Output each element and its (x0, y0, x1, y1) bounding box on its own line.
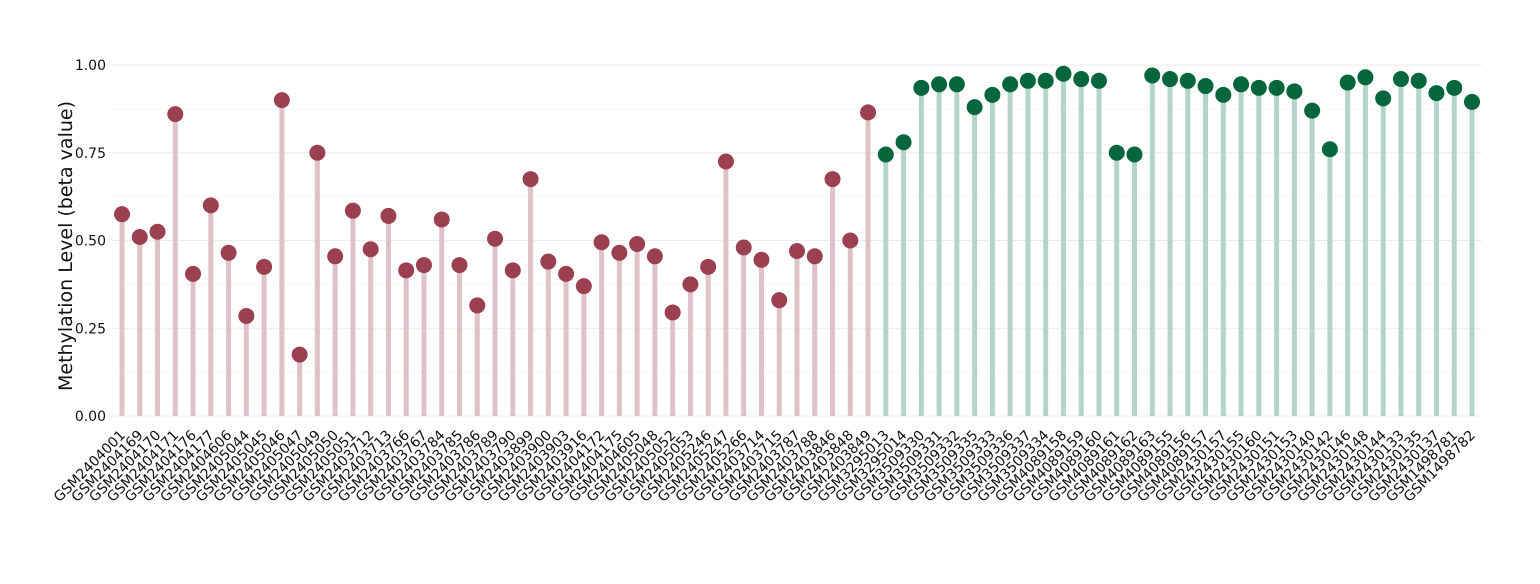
dot (398, 262, 415, 279)
dot (1321, 141, 1338, 158)
dot (1446, 79, 1463, 96)
dot (682, 276, 699, 293)
dot (789, 243, 805, 260)
dot (1090, 72, 1107, 89)
dot (256, 258, 273, 275)
y-tick-label: 0.50 (75, 234, 106, 250)
dot (362, 241, 379, 258)
dot (611, 244, 628, 261)
dot (877, 146, 894, 163)
dot (931, 76, 948, 93)
dot (220, 244, 237, 261)
dot (114, 206, 130, 223)
dot (1073, 71, 1090, 88)
dot (1144, 67, 1161, 84)
dot (1268, 79, 1285, 96)
dot (966, 99, 983, 116)
dot (238, 307, 255, 324)
dot (1002, 76, 1019, 93)
dot (913, 79, 930, 96)
dot (149, 223, 166, 240)
dot (646, 248, 663, 265)
y-tick-label: 0.00 (75, 409, 106, 425)
dot (1019, 72, 1036, 89)
dot (1162, 71, 1179, 88)
dot (1428, 85, 1445, 102)
dot (1215, 86, 1232, 103)
dot (664, 304, 681, 321)
dot (984, 86, 1001, 103)
dot (629, 236, 646, 253)
dot (1392, 71, 1409, 88)
dot (1304, 102, 1321, 119)
dot (1197, 78, 1214, 95)
dot (575, 278, 592, 295)
y-tick-label: 0.75 (75, 146, 106, 162)
dot (167, 106, 184, 123)
dot (522, 171, 539, 188)
dot (433, 211, 450, 228)
dot (753, 251, 770, 268)
dot (273, 92, 290, 109)
dot (860, 104, 877, 121)
dot (1037, 72, 1054, 89)
dot (1357, 69, 1374, 86)
dot (1108, 144, 1125, 161)
dot (131, 228, 148, 245)
dot (806, 248, 823, 265)
dot (344, 202, 361, 219)
dot (717, 153, 734, 170)
dot (1339, 74, 1356, 91)
dot (1410, 72, 1427, 89)
dot (1464, 93, 1480, 110)
dot (948, 76, 965, 93)
dot (504, 262, 521, 279)
dot (824, 171, 841, 188)
dot (593, 234, 610, 251)
dot (1286, 83, 1303, 100)
dot (487, 230, 504, 247)
dot (1233, 76, 1250, 93)
dot (842, 232, 859, 249)
dot (771, 292, 788, 309)
dot (291, 346, 308, 363)
dot (185, 265, 202, 282)
dot (1179, 72, 1196, 89)
dot (1055, 65, 1072, 82)
dot (469, 297, 486, 314)
dot (700, 258, 717, 275)
dot (735, 239, 752, 256)
dot (380, 207, 397, 224)
dot (895, 134, 912, 151)
dot (202, 197, 219, 214)
y-axis-label: Methylation Level (beta value) (55, 101, 77, 391)
dot (1375, 90, 1392, 107)
dot (1126, 146, 1143, 163)
dot (1250, 79, 1267, 96)
dot (309, 144, 326, 161)
dot (451, 257, 468, 274)
dot (540, 253, 557, 270)
y-tick-label: 0.25 (75, 321, 106, 337)
y-tick-label: 1.00 (75, 58, 106, 74)
dot (415, 257, 432, 274)
dot (558, 265, 575, 282)
dot (327, 248, 344, 265)
